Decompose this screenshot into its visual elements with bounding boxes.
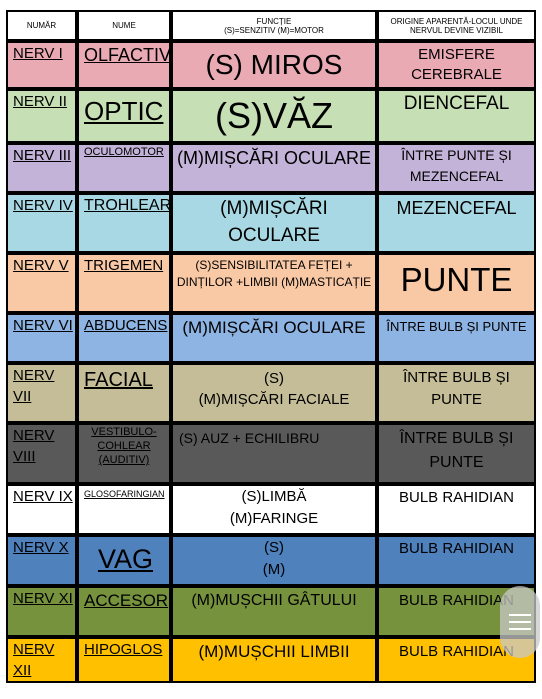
- nerve-number: NERV VII: [6, 363, 77, 423]
- header-function-title: FUNCȚIE: [256, 16, 292, 26]
- nerve-origin: EMISFERE CEREBRALE: [377, 41, 536, 89]
- grip-line-icon: [509, 614, 531, 616]
- nerve-number: NERV II: [6, 89, 77, 143]
- nerve-function: (M)MUȘCHII LIMBII: [171, 637, 377, 683]
- header-origin-line1: ORIGINE APARENTĂ-LOCUL UNDE: [390, 16, 523, 26]
- table-row: NERV VII FACIAL (S) (M)MIȘCĂRI FACIALE ÎN…: [6, 363, 536, 423]
- grip-line-icon: [509, 621, 531, 623]
- header-origin-line2: NERVUL DEVINE VIZIBIL: [410, 25, 503, 35]
- nerve-name: ACCESOR: [77, 586, 171, 637]
- nerve-number: NERV XI: [6, 586, 77, 637]
- table-row: NERV VI ABDUCENS (M)MIȘCĂRI OCULARE ÎNTR…: [6, 313, 536, 363]
- nerve-number: NERV I: [6, 41, 77, 89]
- function-motor: (M): [262, 561, 286, 578]
- nerve-name: GLOSOFARINGIAN: [77, 484, 171, 535]
- nerve-origin: DIENCEFAL: [377, 89, 536, 143]
- nerve-function: (S) (M)MIȘCĂRI FACIALE: [171, 363, 377, 423]
- header-origin: ORIGINE APARENTĂ-LOCUL UNDE NERVUL DEVINE…: [377, 10, 536, 41]
- nerve-name: FACIAL: [77, 363, 171, 423]
- nerve-name: OPTIC: [77, 89, 171, 143]
- nerve-origin: BULB RAHIDIAN: [377, 484, 536, 535]
- nerve-function: (S)VĂZ: [171, 89, 377, 143]
- header-function-legend: (S)=SENZITIV (M)=MOTOR: [224, 25, 324, 35]
- function-motor: (M)MIȘCĂRI FACIALE: [198, 391, 350, 408]
- nerve-name: TRIGEMEN: [77, 253, 171, 313]
- nerve-origin: ÎNTRE BULB ȘI PUNTE: [377, 363, 536, 423]
- nerve-origin: MEZENCEFAL: [377, 193, 536, 253]
- nerve-function: (S) AUZ + ECHILIBRU: [171, 423, 377, 484]
- nerve-origin: ÎNTRE BULB ȘI PUNTE: [377, 313, 536, 363]
- nerve-number: NERV XII: [6, 637, 77, 683]
- nerve-origin: ÎNTRE BULB ȘI PUNTE: [377, 423, 536, 484]
- table-row: NERV IX GLOSOFARINGIAN (S)LIMBĂ (M)FARING…: [6, 484, 536, 535]
- nerve-origin: BULB RAHIDIAN: [377, 637, 536, 683]
- grip-line-icon: [509, 628, 531, 630]
- nerve-name: OCULOMOTOR: [77, 143, 171, 193]
- nerve-name: TROHLEAR: [77, 193, 171, 253]
- table-row: NERV III OCULOMOTOR (M)MIȘCĂRI OCULARE Î…: [6, 143, 536, 193]
- nerve-number: NERV X: [6, 535, 77, 586]
- function-motor: (M)FARINGE: [229, 510, 319, 527]
- table-row: NERV XII HIPOGLOS (M)MUȘCHII LIMBII BULB…: [6, 637, 536, 683]
- nerve-name: HIPOGLOS: [77, 637, 171, 683]
- header-function: FUNCȚIE (S)=SENZITIV (M)=MOTOR: [171, 10, 377, 41]
- cranial-nerves-table: NUMĂR NUME FUNCȚIE (S)=SENZITIV (M)=MOTOR…: [6, 10, 536, 683]
- function-sensory: (S): [264, 370, 284, 387]
- nerve-name: OLFACTIV: [77, 41, 171, 89]
- nerve-function: (S) MIROS: [171, 41, 377, 89]
- nerve-function: (M)MUȘCHII GÂTULUI: [171, 586, 377, 637]
- header-row: NUMĂR NUME FUNCȚIE (S)=SENZITIV (M)=MOTOR…: [6, 10, 536, 41]
- header-name: NUME: [77, 10, 171, 41]
- nerve-number: NERV VIII: [6, 423, 77, 484]
- nerve-origin: PUNTE: [377, 253, 536, 313]
- table-row: NERV VIII VESTIBULO-COHLEAR (AUDITIV) (S…: [6, 423, 536, 484]
- table-row: NERV XI ACCESOR (M)MUȘCHII GÂTULUI BULB …: [6, 586, 536, 637]
- table-row: NERV II OPTIC (S)VĂZ DIENCEFAL: [6, 89, 536, 143]
- function-sensory: (S): [264, 539, 284, 556]
- nerve-function: (M)MIȘCĂRI OCULARE: [171, 193, 377, 253]
- table-row: NERV IV TROHLEAR (M)MIȘCĂRI OCULARE MEZE…: [6, 193, 536, 253]
- nerve-function: (M)MIȘCĂRI OCULARE: [171, 313, 377, 363]
- nerve-number: NERV IV: [6, 193, 77, 253]
- table-row: NERV V TRIGEMEN (S)SENSIBILITATEA FEȚEI …: [6, 253, 536, 313]
- nerve-number: NERV IX: [6, 484, 77, 535]
- function-sensory: (S)LIMBĂ: [241, 488, 307, 505]
- header-number: NUMĂR: [6, 10, 77, 41]
- nerve-function: (M)MIȘCĂRI OCULARE: [171, 143, 377, 193]
- nerve-origin: ÎNTRE PUNTE ȘI MEZENCEFAL: [377, 143, 536, 193]
- nerve-function: (S)LIMBĂ (M)FARINGE: [171, 484, 377, 535]
- nerve-origin: BULB RAHIDIAN: [377, 535, 536, 586]
- nerve-function: (S) (M): [171, 535, 377, 586]
- nerve-name: ABDUCENS: [77, 313, 171, 363]
- nerve-table-sheet: NUMĂR NUME FUNCȚIE (S)=SENZITIV (M)=MOTOR…: [6, 10, 536, 699]
- nerve-name: VESTIBULO-COHLEAR (AUDITIV): [77, 423, 171, 484]
- nerve-number: NERV VI: [6, 313, 77, 363]
- table-row: NERV I OLFACTIV (S) MIROS EMISFERE CEREB…: [6, 41, 536, 89]
- nerve-number: NERV V: [6, 253, 77, 313]
- table-row: NERV X VAG (S) (M) BULB RAHIDIAN: [6, 535, 536, 586]
- scroll-handle-icon[interactable]: [500, 586, 540, 658]
- nerve-number: NERV III: [6, 143, 77, 193]
- nerve-function: (S)SENSIBILITATEA FEȚEI + DINȚILOR +LIMB…: [171, 253, 377, 313]
- nerve-name: VAG: [77, 535, 171, 586]
